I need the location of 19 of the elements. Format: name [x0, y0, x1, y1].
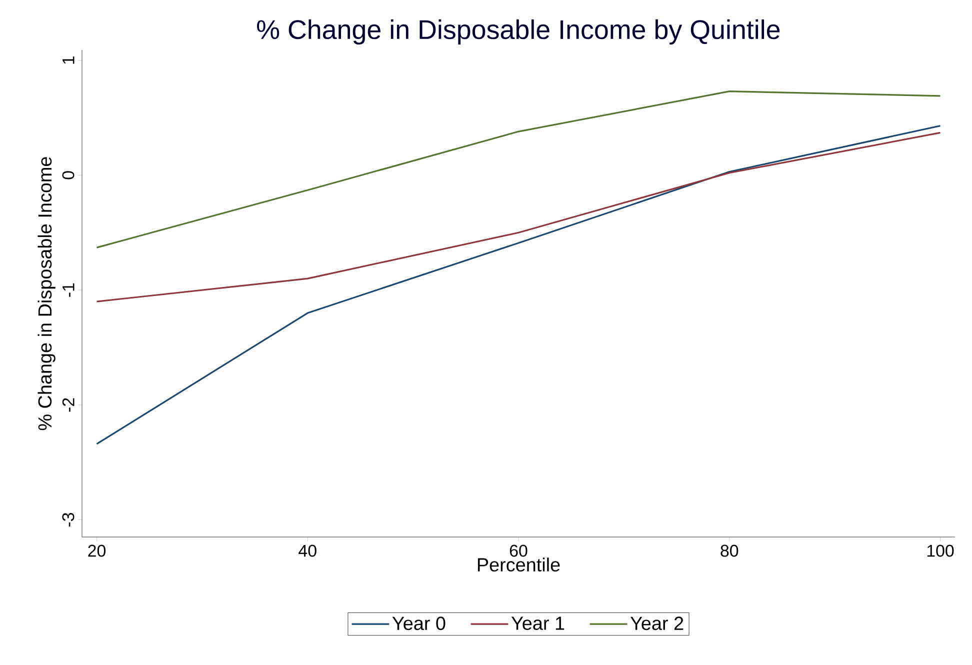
y-tick-label: -1 — [62, 283, 74, 297]
y-axis-title: % Change in Disposable Income — [38, 157, 56, 430]
x-tick-label: 20 — [88, 544, 106, 557]
legend-label: Year 0 — [392, 616, 446, 630]
y-tick-label: 1 — [62, 56, 74, 64]
line-series — [96, 90, 942, 248]
line-series — [96, 132, 942, 302]
chart-title: % Change in Disposable Income by Quintile — [257, 19, 780, 44]
x-tick-label: 80 — [720, 544, 738, 557]
line-series — [96, 125, 942, 445]
x-tick-label: 60 — [510, 544, 528, 557]
y-tick-label: -2 — [62, 398, 74, 412]
x-tick-label: 40 — [298, 544, 316, 557]
legend-label: Year 1 — [511, 616, 564, 630]
x-tick-label: 100 — [927, 544, 954, 557]
y-tick-label: -3 — [62, 512, 74, 527]
x-axis-title: Percentile — [478, 558, 560, 572]
y-tick-label: 0 — [62, 171, 74, 180]
legend-label: Year 2 — [630, 616, 684, 630]
